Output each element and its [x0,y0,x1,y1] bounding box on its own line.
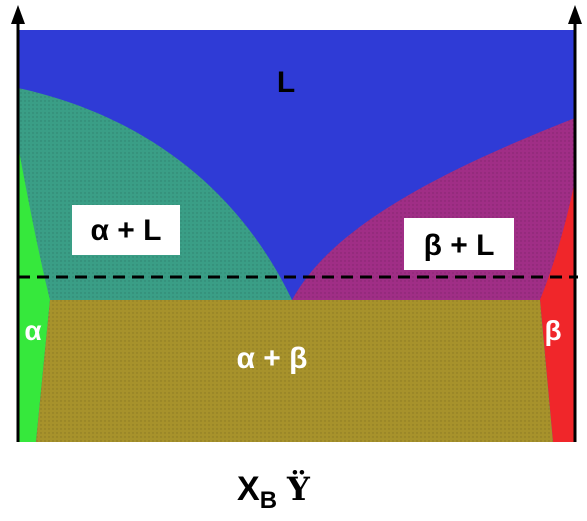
liquid-label: L [277,66,295,99]
x-axis-subscript: B [260,487,277,514]
alpha-region [18,145,50,442]
alpha-beta-label: α + β [237,342,308,375]
left-axis-arrow-icon [11,5,25,24]
beta-liquid-label-box [404,218,514,270]
alpha-label: α [24,315,41,346]
x-axis-label: XB Ÿ [237,470,311,514]
alpha-beta-texture [36,300,553,442]
alpha-liquid-label: α + L [91,214,162,247]
x-axis-symbol: X [237,470,260,508]
right-axis-arrow-icon [568,5,582,24]
x-axis-arrow-glyph: Ÿ [286,470,311,508]
alpha-liquid-label-box [72,205,180,255]
beta-liquid-label: β + L [424,229,495,262]
beta-label: β [544,315,561,346]
beta-region [540,180,575,442]
